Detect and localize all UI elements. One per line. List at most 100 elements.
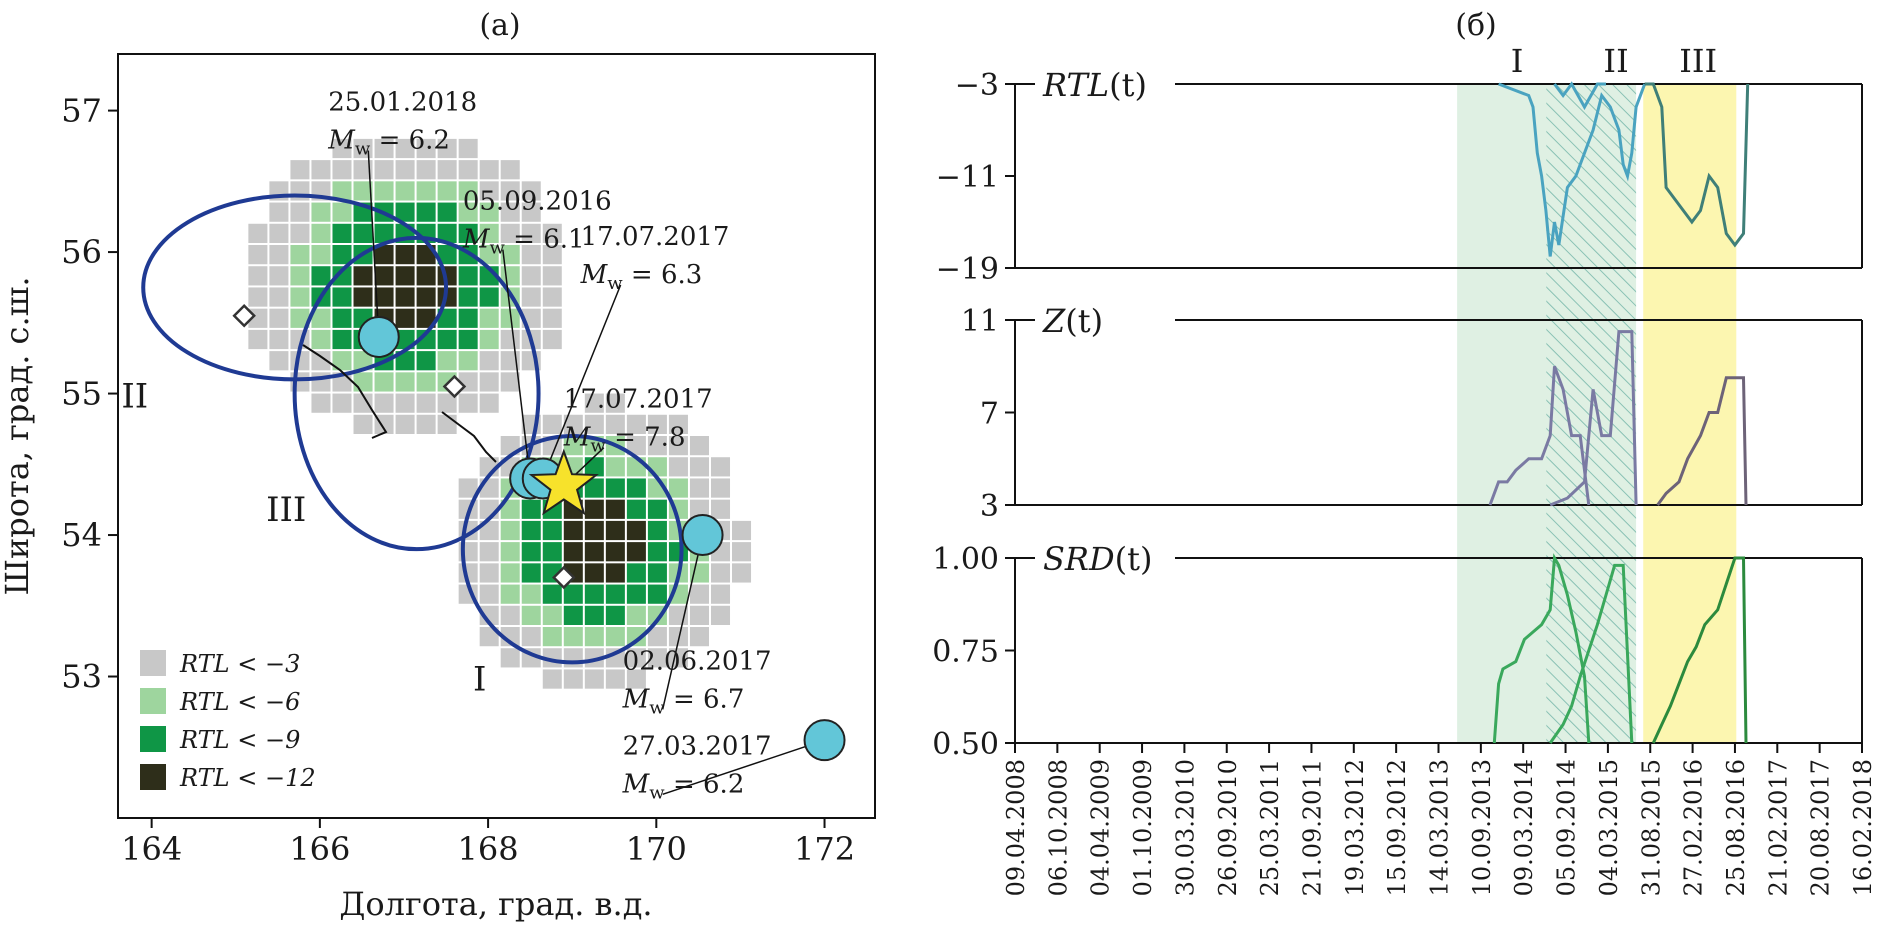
y-tick-label: 55 (61, 375, 102, 413)
rtl-cell (416, 351, 436, 371)
time-series-panels: −3 −11 −19 RTL(t) 11 7 3 Z(t) 1.00 0.75 0.50 SRD(t) (932, 66, 1863, 762)
x-tick-label: 168 (458, 830, 519, 868)
region-contour-I (460, 434, 684, 665)
rtl-cell (626, 584, 646, 604)
rtl-cell (269, 266, 289, 286)
rtl-cell (521, 223, 541, 243)
rtl-cell (521, 266, 541, 286)
rtl-cell (605, 478, 625, 498)
diamond-markers (232, 303, 576, 590)
rtl-cell (374, 393, 394, 413)
event-date-label: 27.03.2017 (623, 731, 772, 761)
rtl-cell (521, 181, 541, 201)
region-contours (141, 193, 684, 665)
rtl-cell (353, 414, 373, 434)
rtl-cell (332, 223, 352, 243)
rtl-cell (542, 329, 562, 350)
rtl-cell (269, 351, 289, 371)
rtl-cell (689, 584, 709, 604)
date-tick-label: 16.02.2018 (1849, 759, 1877, 896)
rtl-cell (542, 627, 562, 647)
rtl-cell (458, 181, 478, 201)
rtl-cell (416, 414, 436, 434)
rtl-cell (395, 308, 415, 328)
rtl-cell (395, 245, 415, 265)
rtl-cell (479, 202, 499, 222)
rtl-cell (500, 245, 520, 265)
rtl-cell (353, 287, 373, 307)
rtl-cell (479, 542, 499, 562)
rtl-cell (416, 329, 436, 350)
rtl-cell (269, 245, 289, 265)
y-tick-label: −19 (936, 252, 999, 287)
rtl-cell (500, 329, 520, 350)
event-magnitude-label: Mw = 6.2 (327, 126, 450, 160)
rtl-cell (311, 202, 331, 222)
region-label: II (121, 377, 148, 417)
y-tick-label: 3 (980, 489, 999, 524)
date-tick-label: 15.09.2012 (1383, 759, 1411, 896)
legend-label: RTL < −12 (179, 764, 316, 792)
rtl-cell (542, 542, 562, 562)
panel-label: RTL(t) (1042, 66, 1147, 104)
rtl-cell (332, 351, 352, 371)
rtl-cell (542, 266, 562, 286)
rtl-cell (500, 372, 520, 392)
rtl-cell (584, 457, 604, 477)
rtl-cell (458, 393, 478, 413)
rtl-cell (500, 160, 520, 180)
rtl-cell (395, 181, 415, 201)
rtl-cell (542, 287, 562, 307)
rtl-cell (311, 329, 331, 350)
rtl-cell (521, 605, 541, 625)
coastline-segment (441, 411, 497, 463)
rtl-cell (458, 160, 478, 180)
rtl-cell (647, 648, 667, 668)
rtl-cell (395, 393, 415, 413)
rtl-cell (605, 542, 625, 562)
legend-swatch (140, 688, 166, 714)
rtl-cell (479, 605, 499, 625)
panel-srd: 1.00 0.75 0.50 SRD(t) (932, 540, 1863, 762)
rtl-cell (374, 181, 394, 201)
rtl-cell (353, 351, 373, 371)
rtl-cell (584, 605, 604, 625)
rtl-cell (353, 393, 373, 413)
rtl-cell (563, 584, 583, 604)
left-axes: 164 166 168 170 172 53 54 55 56 57 (61, 92, 855, 868)
rtl-cell (311, 223, 331, 243)
rtl-cell (311, 308, 331, 328)
rtl-cell (395, 372, 415, 392)
rtl-cell (479, 520, 499, 541)
event-magnitude-label: Mw = 6.2 (622, 769, 745, 803)
rtl-cell (626, 414, 646, 434)
event-leader-line (542, 284, 622, 479)
left-panel-label: (а) (479, 8, 520, 43)
rtl-cell (479, 245, 499, 265)
date-tick-label: 10.09.2013 (1468, 759, 1496, 896)
rtl-cell (542, 669, 562, 689)
diamond-marker (552, 565, 576, 590)
mainshock-star-icon (528, 448, 599, 516)
rtl-cell (353, 266, 373, 286)
rtl-cell (521, 627, 541, 647)
rtl-cell (353, 160, 373, 180)
date-tick-label: 21.02.2017 (1764, 759, 1792, 896)
rtl-cell (500, 584, 520, 604)
rtl-cell (290, 202, 310, 222)
rtl-cell (437, 202, 457, 222)
rtl-cell (416, 393, 436, 413)
series-line-rtl (1644, 82, 1750, 248)
rtl-cell (458, 287, 478, 307)
rtl-cell (416, 287, 436, 307)
rtl-cell (416, 202, 436, 222)
event-magnitude-label: Mw = 6.7 (622, 684, 745, 718)
rtl-cell (668, 436, 688, 456)
event-leader-line (661, 534, 704, 710)
rtl-cell (479, 627, 499, 647)
y-tick-label: 56 (61, 233, 102, 271)
rtl-cell (290, 223, 310, 243)
rtl-cell (584, 393, 604, 413)
event-leader-line (502, 249, 531, 479)
